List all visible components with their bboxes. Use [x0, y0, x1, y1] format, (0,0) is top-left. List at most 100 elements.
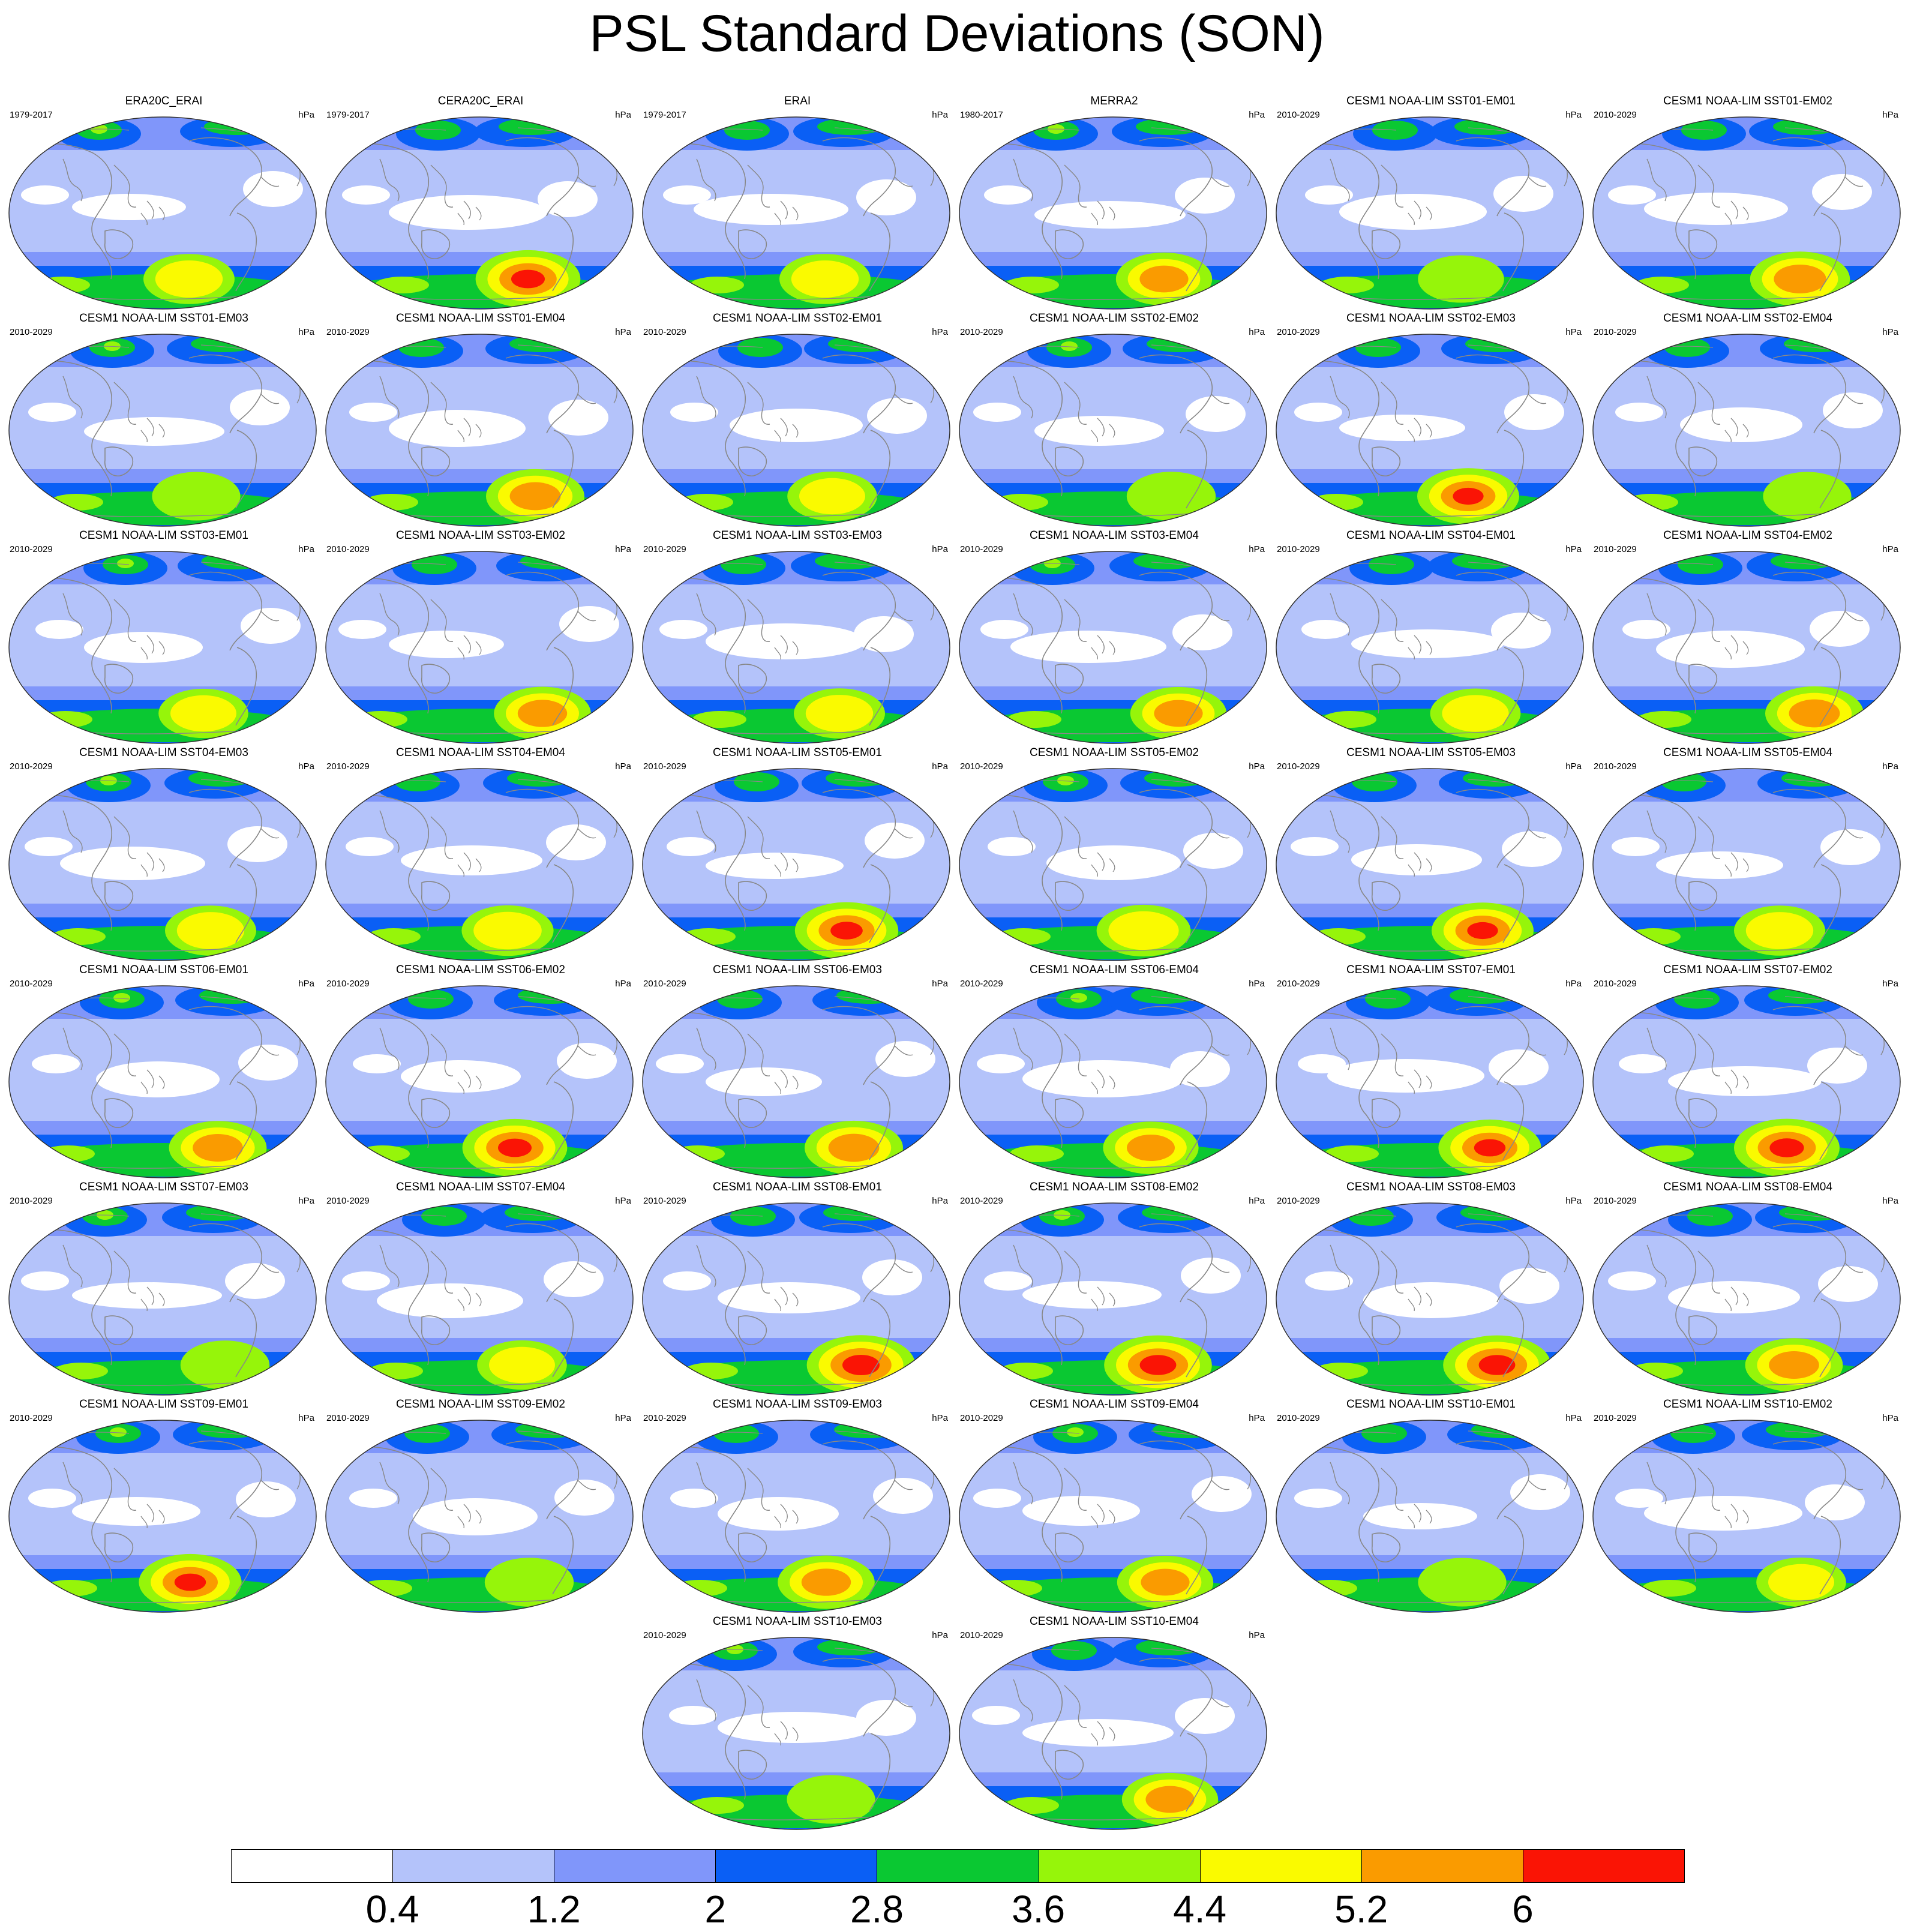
map-panel: CESM1 NOAA-LIM SST06-EM04 2010-2029 hPa [955, 964, 1273, 1181]
figure-title: PSL Standard Deviations (SON) [589, 5, 1325, 62]
panel-period: 2010-2029 [10, 1196, 53, 1206]
map-panel: CESM1 NOAA-LIM SST04-EM04 2010-2029 hPa [322, 746, 640, 964]
panel-units: hPa [932, 1630, 948, 1640]
panel-units: hPa [298, 110, 314, 120]
panel-period: 2010-2029 [1594, 327, 1637, 337]
robinson-map [1592, 1202, 1901, 1396]
panel-units: hPa [1882, 979, 1898, 989]
panel-period: 2010-2029 [1277, 1413, 1320, 1423]
panel-units: hPa [932, 327, 948, 337]
panel-title: CESM1 NOAA-LIM SST05-EM02 [1030, 746, 1199, 759]
robinson-map [1276, 1420, 1584, 1613]
map-panel: CESM1 NOAA-LIM SST05-EM03 2010-2029 hPa [1272, 746, 1590, 964]
robinson-map [1592, 116, 1901, 310]
robinson-map [1592, 985, 1901, 1178]
map-panel: ERA20C_ERAI 1979-2017 hPa [5, 95, 323, 312]
panel-units: hPa [1249, 327, 1265, 337]
panel-title: CESM1 NOAA-LIM SST10-EM04 [1030, 1615, 1199, 1628]
robinson-map [325, 985, 634, 1178]
robinson-map [959, 985, 1267, 1178]
panel-period: 2010-2029 [643, 1413, 686, 1423]
panel-title: CESM1 NOAA-LIM SST08-EM04 [1663, 1181, 1832, 1193]
robinson-map [642, 1637, 950, 1830]
map-panel: CESM1 NOAA-LIM SST03-EM03 2010-2029 hPa [638, 529, 956, 746]
colorbar-label: 2 [704, 1888, 727, 1931]
robinson-map [642, 985, 950, 1178]
map-panel: CESM1 NOAA-LIM SST02-EM03 2010-2029 hPa [1272, 312, 1590, 529]
panel-title: CESM1 NOAA-LIM SST06-EM02 [396, 964, 565, 976]
panel-units: hPa [932, 979, 948, 989]
panel-period: 2010-2029 [1594, 1413, 1637, 1423]
panel-units: hPa [1565, 110, 1582, 120]
panel-period: 2010-2029 [1277, 1196, 1320, 1206]
colorbar-box [1199, 1849, 1362, 1883]
panel-period: 2010-2029 [1277, 979, 1320, 989]
robinson-map [8, 985, 317, 1178]
map-panel: MERRA2 1980-2017 hPa [955, 95, 1273, 312]
robinson-map [959, 334, 1267, 527]
colorbar-labels: 0.4 1.2 2 2.8 3.6 4.4 5.2 6 [0, 1890, 1914, 1932]
panel-title: CESM1 NOAA-LIM SST07-EM03 [79, 1181, 248, 1193]
panel-units: hPa [1882, 110, 1898, 120]
panel-title: CESM1 NOAA-LIM SST02-EM01 [713, 312, 882, 325]
panel-title: CESM1 NOAA-LIM SST10-EM03 [713, 1615, 882, 1628]
panel-units: hPa [1882, 761, 1898, 772]
panel-period: 2010-2029 [1277, 544, 1320, 554]
map-panel: CESM1 NOAA-LIM SST01-EM01 2010-2029 hPa [1272, 95, 1590, 312]
panel-period: 2010-2029 [1594, 979, 1637, 989]
panel-title: CESM1 NOAA-LIM SST09-EM02 [396, 1398, 565, 1411]
panel-units: hPa [298, 1413, 314, 1423]
robinson-map [959, 768, 1267, 961]
panel-units: hPa [298, 327, 314, 337]
panel-units: hPa [1565, 327, 1582, 337]
robinson-map [8, 116, 317, 310]
panel-title: CESM1 NOAA-LIM SST06-EM03 [713, 964, 882, 976]
robinson-map [8, 1202, 317, 1396]
robinson-map [1276, 116, 1584, 310]
panel-title: CESM1 NOAA-LIM SST10-EM02 [1663, 1398, 1832, 1411]
panel-period: 2010-2029 [10, 544, 53, 554]
panel-units: hPa [1882, 544, 1898, 554]
panel-units: hPa [1565, 1413, 1582, 1423]
panel-title: CESM1 NOAA-LIM SST05-EM04 [1663, 746, 1832, 759]
robinson-map [325, 768, 634, 961]
panel-units: hPa [1249, 1196, 1265, 1206]
map-panel: CESM1 NOAA-LIM SST04-EM01 2010-2029 hPa [1272, 529, 1590, 746]
map-panel: CESM1 NOAA-LIM SST08-EM01 2010-2029 hPa [638, 1181, 956, 1398]
panel-units: hPa [1249, 979, 1265, 989]
colorbar-label: 4.4 [1173, 1888, 1227, 1931]
panel-title: CESM1 NOAA-LIM SST09-EM03 [713, 1398, 882, 1411]
panel-units: hPa [615, 761, 631, 772]
panel-period: 2010-2029 [326, 761, 370, 772]
panel-title: CESM1 NOAA-LIM SST03-EM03 [713, 529, 882, 542]
colorbar-box [554, 1849, 716, 1883]
panel-period: 2010-2029 [326, 1196, 370, 1206]
panel-units: hPa [1565, 1196, 1582, 1206]
panel-title: MERRA2 [1090, 95, 1138, 107]
panel-period: 2010-2029 [326, 544, 370, 554]
map-panel: CESM1 NOAA-LIM SST09-EM02 2010-2029 hPa [322, 1398, 640, 1615]
panel-period: 2010-2029 [10, 979, 53, 989]
panel-title: CESM1 NOAA-LIM SST10-EM01 [1346, 1398, 1516, 1411]
panel-period: 2010-2029 [643, 1196, 686, 1206]
panel-period: 2010-2029 [1277, 327, 1320, 337]
panel-period: 2010-2029 [960, 327, 1003, 337]
panel-units: hPa [932, 1196, 948, 1206]
robinson-map [1276, 334, 1584, 527]
panel-period: 1980-2017 [960, 110, 1003, 120]
panel-title: CESM1 NOAA-LIM SST04-EM02 [1663, 529, 1832, 542]
map-panel: CESM1 NOAA-LIM SST05-EM02 2010-2029 hPa [955, 746, 1273, 964]
map-panel: CESM1 NOAA-LIM SST05-EM04 2010-2029 hPa [1589, 746, 1907, 964]
colorbar-label: 5.2 [1334, 1888, 1388, 1931]
robinson-map [959, 1202, 1267, 1396]
panel-title: CESM1 NOAA-LIM SST05-EM03 [1346, 746, 1516, 759]
panel-units: hPa [932, 110, 948, 120]
robinson-map [1276, 1202, 1584, 1396]
map-panel: CESM1 NOAA-LIM SST03-EM01 2010-2029 hPa [5, 529, 323, 746]
colorbar-label: 2.8 [850, 1888, 904, 1931]
map-panel: CESM1 NOAA-LIM SST01-EM02 2010-2029 hPa [1589, 95, 1907, 312]
panel-units: hPa [298, 979, 314, 989]
panel-period: 2010-2029 [643, 979, 686, 989]
panel-title: CESM1 NOAA-LIM SST01-EM01 [1346, 95, 1516, 107]
